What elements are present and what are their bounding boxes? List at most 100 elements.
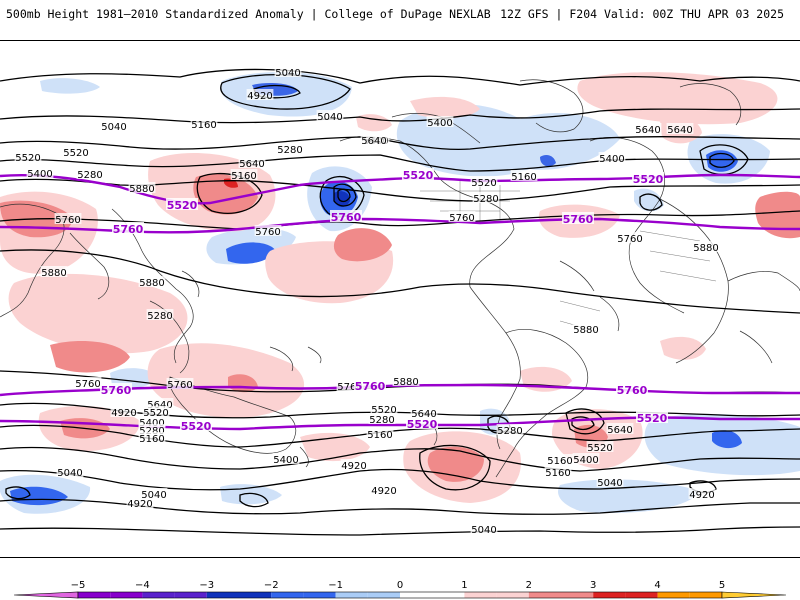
- height-contour-label: 5040: [141, 490, 166, 501]
- colorbar-cell: [142, 592, 175, 598]
- anomaly-colorbar: −5 −4 −3 −2 −1 0 1 2 3 4 5: [13, 580, 787, 599]
- colorbar-cell: [367, 592, 400, 598]
- height-label-background: [586, 441, 614, 452]
- reference-label-background: [354, 379, 386, 391]
- height-label-background: [26, 167, 54, 178]
- height-label-background: [472, 192, 500, 203]
- height-label-background: [110, 406, 138, 417]
- height-contour-label: 5280: [369, 415, 394, 426]
- height-label-background: [572, 453, 600, 464]
- colorbar-tick-label: 4: [654, 580, 660, 591]
- height-contour-label: 5880: [139, 278, 164, 289]
- height-contour-label: 5160: [547, 456, 572, 467]
- height-contour-label: 5520: [371, 405, 396, 416]
- colorbar-cell: [496, 592, 529, 598]
- height-contour-label: 5040: [57, 468, 82, 479]
- height-label-background: [62, 146, 90, 157]
- reference-label-background: [562, 212, 594, 224]
- height-contour-label: 5520: [63, 148, 88, 159]
- height-label-background: [572, 323, 600, 334]
- height-label-background: [470, 523, 498, 534]
- height-contour-label: 5880: [573, 325, 598, 336]
- height-label-layer: 5040492050405040516054005280552056405520…: [14, 66, 720, 536]
- reference-label-background: [166, 198, 198, 210]
- height-contour-label: 5640: [667, 125, 692, 136]
- height-contour-label: 5520: [15, 153, 40, 164]
- height-contour-label: 4920: [371, 486, 396, 497]
- height-contour-label: 5880: [41, 268, 66, 279]
- height-label-background: [616, 232, 644, 243]
- colorbar-tick-label: −3: [199, 580, 214, 591]
- height-label-background: [370, 403, 398, 414]
- height-label-background: [276, 143, 304, 154]
- height-contour-label: 5280: [77, 170, 102, 181]
- height-contour-label: 5760: [337, 382, 362, 393]
- height-contour-label: 5280: [139, 426, 164, 437]
- height-label-background: [142, 406, 170, 417]
- height-label-background: [340, 459, 368, 470]
- anomaly-map: 5040492050405040516054005280552056405520…: [0, 40, 800, 558]
- height-label-background: [76, 168, 104, 179]
- height-contour-label: 5640: [361, 136, 386, 147]
- height-label-background: [470, 176, 498, 187]
- colorbar-tick-label: 3: [590, 580, 596, 591]
- reference-label-background: [402, 168, 434, 180]
- height-label-background: [190, 118, 218, 129]
- height-label-background: [692, 241, 720, 252]
- reference-label-background: [636, 411, 668, 423]
- reference-contour-label: 5520: [637, 412, 668, 425]
- height-contour-label: 5400: [273, 455, 298, 466]
- reference-contour-label: 5760: [331, 211, 362, 224]
- reference-contour-label: 5760: [617, 384, 648, 397]
- height-contour-label: 5760: [449, 213, 474, 224]
- height-label-background: [138, 276, 166, 287]
- height-contour-label: 5640: [607, 425, 632, 436]
- height-label-background: [392, 375, 420, 386]
- negative-anomaly-shading: [0, 71, 800, 514]
- height-contour-label: 5400: [573, 455, 598, 466]
- height-contour-label: 4920: [247, 91, 272, 102]
- height-label-background: [370, 484, 398, 495]
- height-label-background: [688, 488, 716, 499]
- height-label-background: [272, 453, 300, 464]
- height-contour-label: 5640: [635, 125, 660, 136]
- height-label-background: [336, 380, 364, 391]
- colorbar-tick-label: 5: [719, 580, 725, 591]
- height-label-background: [596, 476, 624, 487]
- colorbar-cell: [271, 592, 304, 598]
- colorbar-cell: [335, 592, 368, 598]
- map-title: 500mb Height 1981–2010 Standardized Anom…: [6, 7, 491, 21]
- height-contour-label: 5280: [147, 311, 172, 322]
- height-label-background: [606, 423, 634, 434]
- height-contour-label: 5520: [143, 408, 168, 419]
- height-contour-label: 5280: [277, 145, 302, 156]
- reference-contour-label: 5760: [101, 384, 132, 397]
- height-label-background: [366, 428, 394, 439]
- height-label-background: [138, 424, 166, 435]
- height-label-background: [510, 170, 538, 181]
- reference-contour-label: 5760: [355, 380, 386, 393]
- reference-contour-label: 5520: [633, 173, 664, 186]
- colorbar-tick-label: −2: [264, 580, 279, 591]
- height-contour-label: 5760: [617, 234, 642, 245]
- height-contour-label: 5760: [255, 227, 280, 238]
- height-label-background: [254, 225, 282, 236]
- height-contour-label: 5040: [471, 525, 496, 536]
- model-valid-time: 12Z GFS | F204 Valid: 00Z THU APR 03 202…: [500, 7, 784, 21]
- colorbar-tick-label: −5: [71, 580, 86, 591]
- height-contour-label: 5520: [471, 178, 496, 189]
- colorbar-cell: [110, 592, 143, 598]
- height-label-background: [360, 134, 388, 145]
- reference-contour-label: 5760: [563, 213, 594, 226]
- reference-contour-label: 5520: [181, 420, 212, 433]
- height-contour-label: 4920: [127, 499, 152, 510]
- height-label-background: [14, 151, 42, 162]
- colorbar-cell: [593, 592, 626, 598]
- height-contour-label: 4920: [111, 408, 136, 419]
- height-contour-label: 5880: [393, 377, 418, 388]
- height-contour-label: 5160: [191, 120, 216, 131]
- height-contour-label: 5640: [147, 400, 172, 411]
- colorbar-tick-label: −1: [328, 580, 343, 591]
- colorbar-left-arrow: [13, 591, 79, 599]
- height-contour-label: 5880: [693, 243, 718, 254]
